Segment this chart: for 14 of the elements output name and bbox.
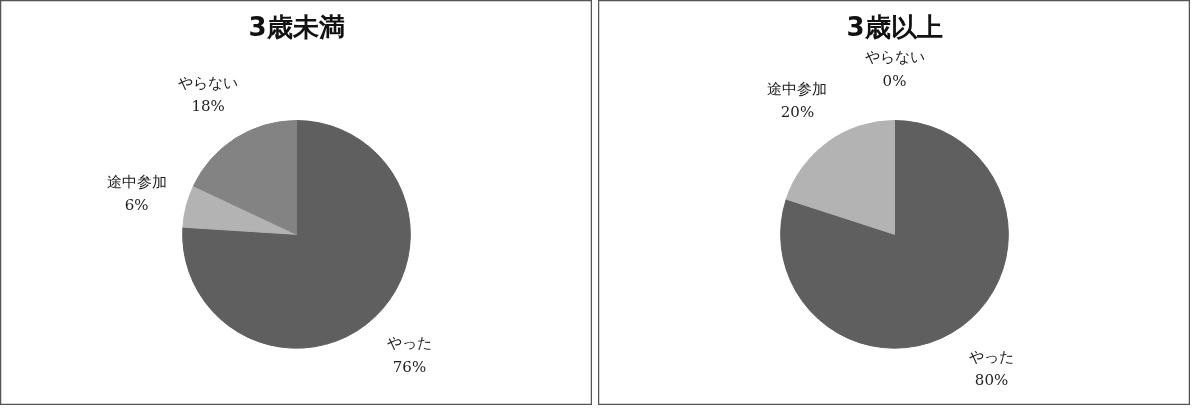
data-label: 6% — [124, 195, 149, 214]
category-label: やらない — [864, 48, 925, 67]
slice-label: やらない — [178, 74, 239, 92]
slice-label: やった — [969, 347, 1015, 366]
text: 0% — [882, 71, 907, 90]
slice-label: 途中参加 — [106, 172, 167, 191]
data-label: 76% — [392, 357, 427, 376]
slice-label: やった — [387, 334, 432, 353]
chart-title: 3歳未満 — [248, 11, 345, 42]
slice-label: 途中参加 — [767, 79, 828, 98]
chart-title: 3歳以上 — [846, 11, 943, 42]
data-label: 18% — [191, 97, 225, 116]
data-label: 80% — [974, 370, 1009, 389]
data-label: 20% — [780, 103, 815, 122]
